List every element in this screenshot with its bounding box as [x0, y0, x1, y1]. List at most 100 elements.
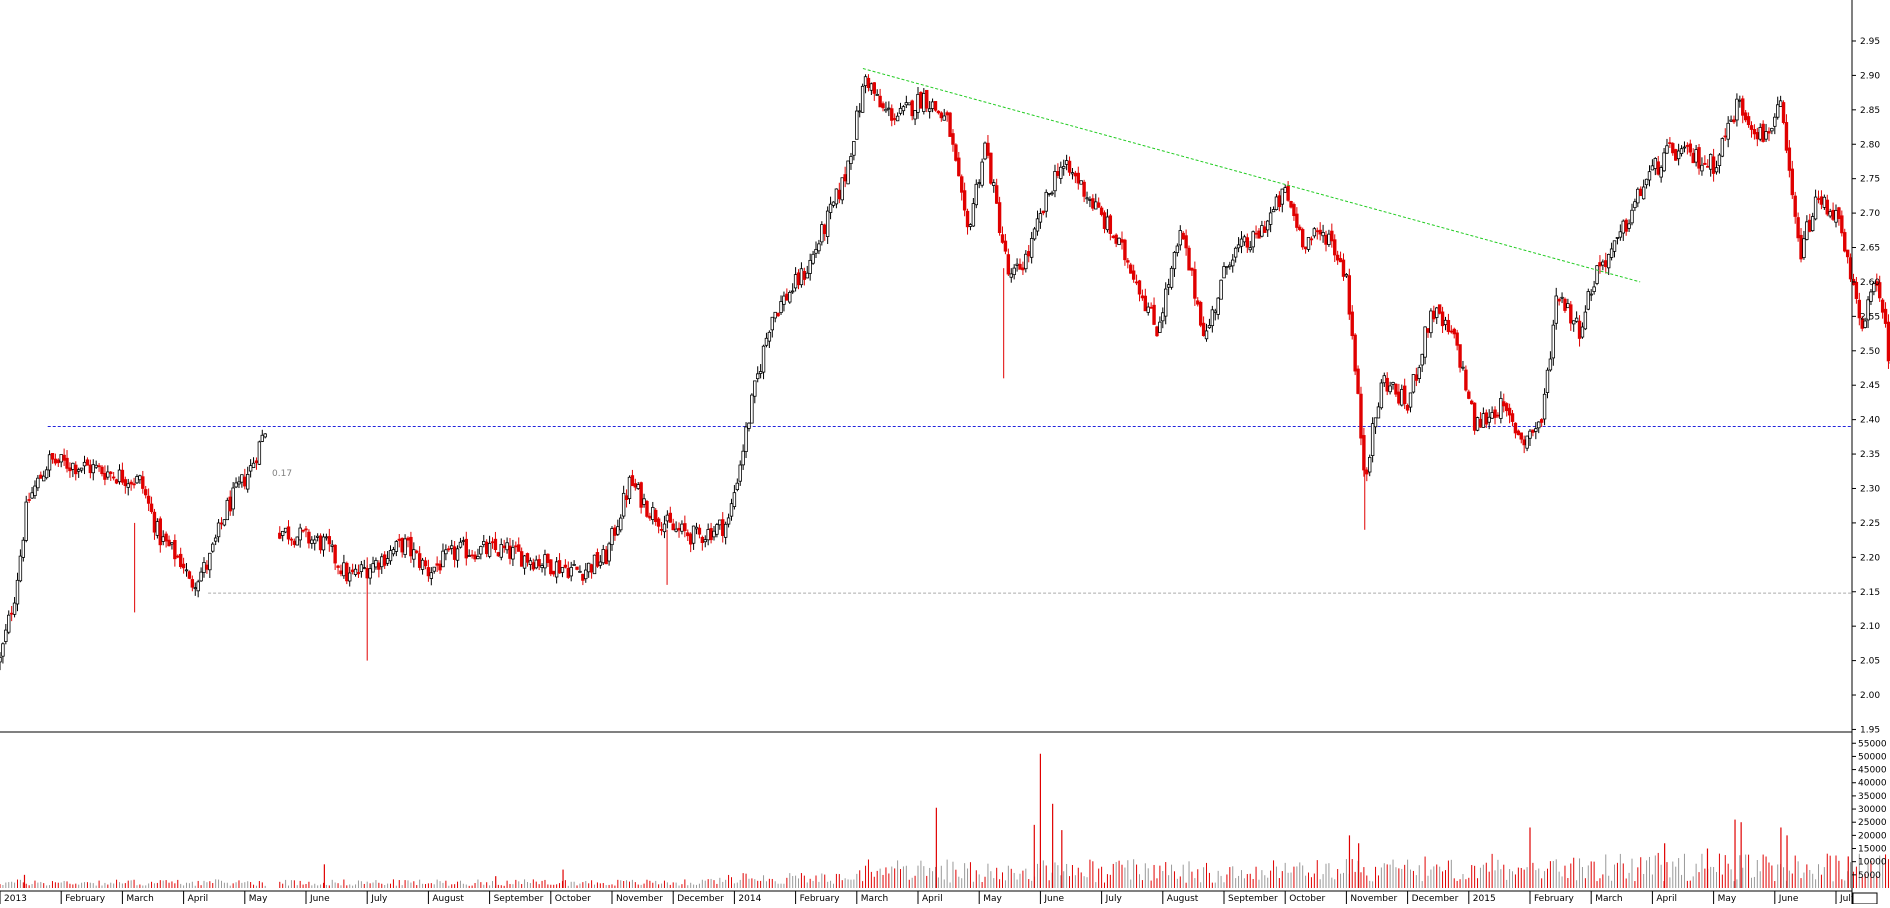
candle-body — [371, 563, 375, 573]
candle-body — [1044, 191, 1048, 212]
candle-body — [1694, 149, 1698, 163]
candle-body — [1280, 188, 1284, 205]
month-tick-label: October — [555, 894, 591, 904]
candle-body — [1368, 456, 1372, 473]
candle-body — [936, 110, 941, 114]
candle-body — [1595, 265, 1599, 284]
candle-body — [960, 176, 964, 193]
candle-body — [1432, 310, 1436, 320]
candle-body — [228, 496, 232, 512]
candle-body — [280, 530, 285, 536]
candle-body — [1012, 267, 1016, 276]
candle-body — [1773, 116, 1777, 127]
scroll-box[interactable] — [1852, 892, 1878, 905]
candle-body — [569, 567, 573, 577]
month-tick-label: December — [677, 894, 724, 904]
candle-body — [1741, 98, 1745, 116]
candle-body — [490, 541, 495, 544]
candle-body — [1096, 202, 1101, 208]
candle-body — [1866, 299, 1870, 321]
price-tick-label: 2.50 — [1860, 347, 1880, 357]
volume-tick-label: 35000 — [1858, 792, 1887, 802]
candle-body — [415, 550, 419, 553]
candle-body — [770, 316, 774, 331]
candle-body — [627, 476, 632, 500]
candle-body — [484, 541, 489, 555]
candle-body — [1362, 435, 1366, 471]
price-panel: 0.17 1.95 2.00 2.05 2.10 2.15 2.20 2.25 2.30 2.3… — [0, 37, 1890, 735]
candle-body — [1770, 127, 1774, 132]
candle-body — [254, 460, 259, 464]
candle-body — [971, 203, 976, 227]
candle-body — [581, 573, 585, 581]
candle-body — [1391, 382, 1395, 385]
candle-body — [103, 472, 107, 480]
candle-body — [380, 556, 384, 568]
candle-body — [1268, 212, 1273, 225]
candle-body — [525, 553, 530, 563]
candle-body — [977, 182, 981, 184]
candle-body — [878, 95, 882, 108]
candle-body — [1519, 432, 1523, 440]
candle-body — [313, 539, 317, 544]
candle-body — [438, 563, 442, 571]
candle-body — [1499, 398, 1503, 419]
candle-body — [825, 210, 830, 237]
candle-body — [1647, 171, 1652, 181]
candle-body — [1056, 170, 1060, 176]
candle-body — [607, 543, 611, 562]
candle-body — [671, 523, 675, 531]
month-tick-label: December — [1412, 894, 1459, 904]
candle-body — [251, 462, 256, 468]
candle-body — [1094, 201, 1098, 210]
candle-body — [1624, 219, 1628, 232]
candle-body — [1000, 234, 1005, 243]
candle-body — [1248, 247, 1252, 251]
candle-body — [111, 476, 116, 479]
candle-body — [382, 554, 387, 566]
candle-body — [1161, 312, 1165, 322]
candle-body — [106, 471, 110, 478]
candle-body — [592, 554, 597, 575]
candle-body — [65, 457, 69, 469]
candle-body — [1038, 213, 1043, 223]
candle-body — [543, 554, 547, 569]
month-tick-label: 2015 — [1473, 894, 1496, 904]
candle-body — [1551, 324, 1556, 359]
candle-body — [1152, 304, 1156, 325]
candle-body — [1805, 221, 1809, 240]
price-axis: 1.95 2.00 2.05 2.10 2.15 2.20 2.25 2.30 2.35 2.40… — [1852, 37, 1880, 735]
candle-body — [429, 572, 434, 579]
candle-body — [117, 469, 122, 483]
candle-body — [1251, 231, 1255, 248]
candle-body — [1609, 248, 1614, 258]
price-tick-label: 2.80 — [1860, 140, 1880, 150]
candle-body — [1796, 217, 1800, 239]
candle-body — [339, 570, 343, 575]
candle-body — [1572, 320, 1576, 325]
candle-body — [1674, 149, 1678, 161]
candle-body — [1828, 211, 1832, 217]
candle-body — [1402, 385, 1407, 405]
candle-body — [1700, 164, 1704, 172]
month-tick-label: July — [370, 894, 388, 904]
candle-body — [178, 553, 183, 568]
candle-body — [1405, 404, 1410, 411]
month-tick-label: November — [1350, 894, 1397, 904]
candle-body — [1333, 239, 1337, 256]
trendline — [862, 68, 1641, 283]
candle-body — [1857, 299, 1862, 319]
candle-body — [983, 142, 987, 160]
candle-body — [1158, 321, 1162, 333]
candle-body — [1746, 116, 1751, 126]
candle-body — [1216, 297, 1220, 315]
candle-body — [1295, 213, 1299, 228]
price-tick-label: 2.35 — [1860, 450, 1880, 460]
candle-body — [788, 291, 792, 303]
candle-body — [1878, 282, 1882, 299]
candle-body — [1854, 281, 1859, 299]
candle-body — [1420, 353, 1424, 366]
candle-body — [1365, 469, 1369, 475]
candle-body — [1580, 326, 1585, 338]
month-tick-label: August — [432, 894, 464, 904]
